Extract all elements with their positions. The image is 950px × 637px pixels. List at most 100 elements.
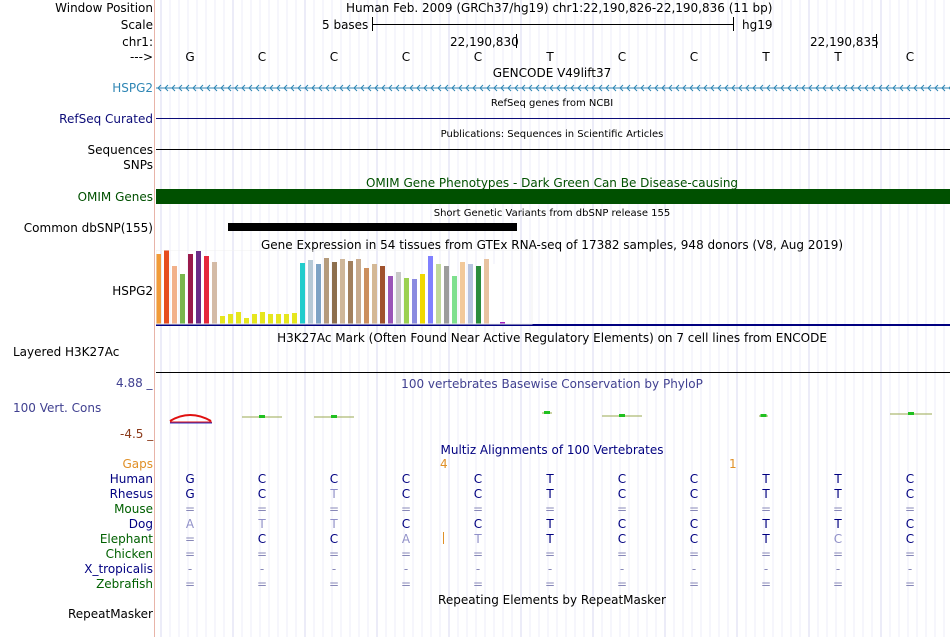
base-1: C [257,50,267,64]
position-title[interactable]: Human Feb. 2009 (GRCh37/hg19) chr1:22,19… [346,1,773,15]
base-8: T [762,50,770,64]
phylop-signal[interactable] [156,400,950,430]
gtex-bar-1 [164,250,169,324]
aln-mouse-3: = [400,502,412,516]
gtex-bar-43 [500,322,505,324]
refseq-gene-line[interactable] [156,118,950,119]
aln-mouse-10: = [904,502,916,516]
gtex-bar-34 [428,256,433,324]
aln-dog-4: C [473,517,483,531]
refseq-track-title: RefSeq genes from NCBI [490,98,614,109]
gtex-bar-11 [244,318,249,324]
aln-human-1: C [257,472,267,486]
gencode-gene-label[interactable]: HSPG2 [112,81,153,95]
omim-gene-bar[interactable] [156,189,950,204]
aln-elephant-7: C [689,532,699,546]
aln-x_tropicalis-2: - [331,562,337,576]
repeatmasker-track-title: Repeating Elements by RepeatMasker [438,593,666,607]
aln-elephant-6: C [617,532,627,546]
refseq-track-label[interactable]: RefSeq Curated [59,112,153,126]
aln-human-3: C [401,472,411,486]
aln-x_tropicalis-3: - [403,562,409,576]
scale-text: 5 bases [322,18,369,32]
gaps-label[interactable]: Gaps [122,457,153,471]
aln-chicken-5: = [544,547,556,561]
gtex-bar-chart[interactable] [156,250,950,326]
gtex-bar-31 [404,278,409,324]
strand-arrow-label: ---> [129,50,153,64]
aln-rhesus-6: C [617,487,627,501]
gtex-bar-15 [276,314,281,324]
aln-elephant-5: T [546,532,554,546]
snps-track-label[interactable]: SNPs [123,158,153,172]
aln-x_tropicalis-8: - [763,562,769,576]
dbsnp-variant-bar[interactable] [228,223,517,231]
species-label-dog[interactable]: Dog [128,517,153,531]
aln-human-10: C [905,472,915,486]
aln-zebrafish-0: = [184,577,196,591]
species-label-elephant[interactable]: Elephant [99,532,153,546]
publications-line[interactable] [156,149,950,150]
aln-x_tropicalis-5: - [547,562,553,576]
dbsnp-track-label[interactable]: Common dbSNP(155) [23,221,153,235]
aln-human-6: C [617,472,627,486]
publications-track-label[interactable]: Sequences [87,143,153,157]
window-position-label: Window Position [55,1,153,15]
gtex-bar-12 [252,314,257,324]
aln-elephant-8: T [762,532,770,546]
phylop-track-label[interactable]: 100 Vert. Cons [13,401,102,415]
aln-zebrafish-7: = [688,577,700,591]
gtex-bar-41 [484,259,489,324]
aln-dog-2: T [330,517,338,531]
gtex-bar-38 [460,262,465,324]
gtex-bar-9 [228,314,233,324]
gtex-bar-18 [300,263,305,324]
gtex-bar-35 [436,264,441,324]
aln-zebrafish-3: = [400,577,412,591]
aln-zebrafish-1: = [256,577,268,591]
multiz-track-title: Multiz Alignments of 100 Vertebrates [440,443,664,457]
aln-mouse-0: = [184,502,196,516]
gtex-bar-39 [468,264,473,324]
phylop-min-label: -4.5 _ [120,427,154,441]
scale-bar [372,17,734,31]
aln-mouse-7: = [688,502,700,516]
phylop-track-title: 100 vertebrates Basewise Conservation by… [401,377,703,391]
aln-rhesus-3: C [401,487,411,501]
gtex-track-label[interactable]: HSPG2 [112,284,153,298]
gtex-bar-33 [420,274,425,324]
base-6: C [617,50,627,64]
gtex-bar-4 [188,254,193,324]
gtex-bar-0 [156,254,161,324]
aln-x_tropicalis-10: - [907,562,913,576]
aln-rhesus-4: C [473,487,483,501]
species-label-rhesus[interactable]: Rhesus [109,487,153,501]
aln-elephant-2: C [329,532,339,546]
omim-track-title: OMIM Gene Phenotypes - Dark Green Can Be… [365,176,739,190]
h3k27ac-track-label[interactable]: Layered H3K27Ac [13,345,120,359]
coord-tick-2 [876,34,877,48]
aln-mouse-6: = [616,502,628,516]
aln-dog-6: C [617,517,627,531]
gencode-gene-feature[interactable] [156,81,950,95]
gtex-bar-26 [364,268,369,324]
gtex-bar-13 [260,312,265,324]
species-label-zebrafish[interactable]: Zebrafish [96,577,153,591]
species-label-chicken[interactable]: Chicken [105,547,153,561]
base-9: T [834,50,842,64]
aln-chicken-0: = [184,547,196,561]
omim-track-label[interactable]: OMIM Genes [77,190,153,204]
aln-chicken-4: = [472,547,484,561]
gtex-bar-20 [316,264,321,324]
aln-human-9: T [834,472,842,486]
species-label-mouse[interactable]: Mouse [114,502,153,516]
gap-count-left: 4 [440,457,448,471]
gtex-bar-16 [284,314,289,324]
species-label-x_tropicalis[interactable]: X_tropicalis [84,562,153,576]
repeatmasker-track-label[interactable]: RepeatMasker [67,607,153,621]
base-5: T [546,50,554,64]
publications-track-title: Publications: Sequences in Scientific Ar… [440,129,664,140]
species-label-human[interactable]: Human [109,472,153,486]
aln-dog-1: T [258,517,266,531]
dbsnp-track-title: Short Genetic Variants from dbSNP releas… [433,208,671,219]
